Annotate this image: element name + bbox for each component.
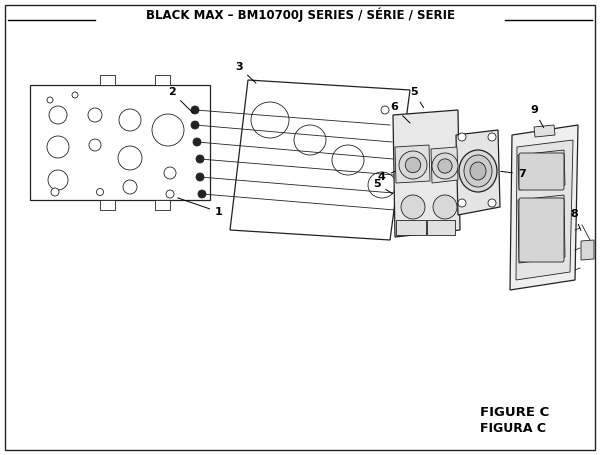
Circle shape bbox=[433, 195, 457, 219]
Polygon shape bbox=[393, 110, 460, 237]
Ellipse shape bbox=[464, 155, 492, 187]
Circle shape bbox=[458, 199, 466, 207]
Bar bbox=[427, 220, 455, 235]
Ellipse shape bbox=[166, 190, 174, 198]
Circle shape bbox=[488, 199, 496, 207]
Polygon shape bbox=[155, 200, 170, 210]
Circle shape bbox=[196, 173, 204, 181]
Text: 2: 2 bbox=[168, 87, 193, 113]
Circle shape bbox=[488, 133, 496, 141]
Polygon shape bbox=[100, 75, 115, 85]
Ellipse shape bbox=[51, 188, 59, 196]
Ellipse shape bbox=[368, 172, 396, 198]
Text: 5: 5 bbox=[410, 87, 424, 108]
Ellipse shape bbox=[470, 162, 486, 180]
Text: 3: 3 bbox=[235, 62, 256, 83]
FancyBboxPatch shape bbox=[519, 198, 564, 262]
Ellipse shape bbox=[251, 102, 289, 138]
Text: 8: 8 bbox=[570, 209, 581, 230]
Text: FIGURE C: FIGURE C bbox=[480, 406, 549, 420]
Ellipse shape bbox=[459, 150, 497, 192]
Polygon shape bbox=[534, 125, 555, 137]
Polygon shape bbox=[100, 200, 115, 210]
Text: 5: 5 bbox=[373, 179, 392, 193]
Circle shape bbox=[193, 138, 201, 146]
Text: FIGURA C: FIGURA C bbox=[480, 423, 546, 435]
Ellipse shape bbox=[294, 125, 326, 155]
Text: BLACK MAX – BM10700J SERIES / SÉRIE / SERIE: BLACK MAX – BM10700J SERIES / SÉRIE / SE… bbox=[146, 8, 455, 22]
Circle shape bbox=[438, 159, 452, 173]
Polygon shape bbox=[230, 80, 410, 240]
Polygon shape bbox=[30, 85, 210, 200]
Circle shape bbox=[191, 121, 199, 129]
Ellipse shape bbox=[97, 188, 104, 196]
Ellipse shape bbox=[47, 97, 53, 103]
Polygon shape bbox=[456, 130, 500, 215]
Circle shape bbox=[401, 195, 425, 219]
Ellipse shape bbox=[49, 106, 67, 124]
Ellipse shape bbox=[119, 109, 141, 131]
Circle shape bbox=[432, 153, 458, 179]
Ellipse shape bbox=[152, 114, 184, 146]
Bar bbox=[396, 220, 426, 235]
Polygon shape bbox=[510, 125, 578, 290]
Circle shape bbox=[191, 106, 199, 114]
Ellipse shape bbox=[72, 92, 78, 98]
Ellipse shape bbox=[88, 108, 102, 122]
FancyBboxPatch shape bbox=[519, 153, 564, 190]
Circle shape bbox=[196, 155, 204, 163]
Polygon shape bbox=[518, 195, 565, 263]
Polygon shape bbox=[155, 75, 170, 85]
Polygon shape bbox=[581, 240, 594, 260]
Circle shape bbox=[458, 133, 466, 141]
Text: 7: 7 bbox=[501, 169, 526, 179]
FancyBboxPatch shape bbox=[5, 5, 595, 450]
Circle shape bbox=[399, 151, 427, 179]
Ellipse shape bbox=[48, 170, 68, 190]
Ellipse shape bbox=[164, 167, 176, 179]
Ellipse shape bbox=[118, 146, 142, 170]
Ellipse shape bbox=[332, 145, 364, 175]
Ellipse shape bbox=[89, 139, 101, 151]
Polygon shape bbox=[518, 150, 565, 190]
Polygon shape bbox=[395, 145, 430, 183]
Polygon shape bbox=[516, 140, 573, 280]
Polygon shape bbox=[431, 147, 458, 183]
Circle shape bbox=[406, 157, 421, 173]
Text: 9: 9 bbox=[530, 105, 544, 127]
Circle shape bbox=[198, 190, 206, 198]
Text: 1: 1 bbox=[178, 198, 223, 217]
Text: 4: 4 bbox=[378, 171, 395, 182]
Ellipse shape bbox=[47, 136, 69, 158]
Ellipse shape bbox=[381, 106, 389, 114]
Text: 6: 6 bbox=[390, 102, 410, 123]
Ellipse shape bbox=[123, 180, 137, 194]
